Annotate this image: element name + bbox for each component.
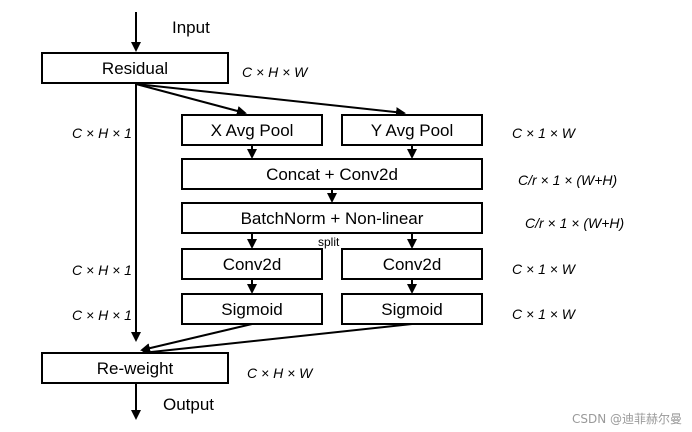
conv2d-left-label: Conv2d [223,255,282,274]
concat-dim: C/r × 1 × (W+H) [518,172,617,188]
x-pool-dim: C × H × 1 [72,125,132,141]
batchnorm-label: BatchNorm + Non-linear [241,209,424,228]
sigmoid-right-dim: C × 1 × W [512,306,577,322]
conv2d-right-box [341,248,483,280]
reweight-dim: C × H × W [247,365,314,381]
input-label: Input [172,18,210,37]
sigmoid-left-dim: C × H × 1 [72,307,132,323]
batchnorm-box [181,202,483,234]
split-label: split [318,235,340,249]
x-avg-pool-label: X Avg Pool [211,121,294,140]
reweight-box [41,352,229,384]
sigmoid-left-label: Sigmoid [221,300,282,319]
batchnorm-dim: C/r × 1 × (W+H) [525,215,624,231]
residual-to-xpool-arrow [135,83,247,116]
conv2d-right-label: Conv2d [383,255,442,274]
reweight-label: Re-weight [97,359,174,378]
residual-dim: C × H × W [242,64,309,80]
watermark: CSDN @迪菲赫尔曼 [572,411,682,426]
y-pool-dim: C × 1 × W [512,125,577,141]
sigmoid-right-box [341,293,483,325]
sigmoid-left-to-reweight-arrow [140,323,253,354]
residual-box [41,52,229,84]
conv-right-dim: C × 1 × W [512,261,577,277]
residual-to-ypool-arrow [135,83,406,118]
output-label: Output [163,395,214,414]
sigmoid-right-label: Sigmoid [381,300,442,319]
y-avg-pool-box [341,114,483,146]
x-avg-pool-box [181,114,323,146]
concat-conv-label: Concat + Conv2d [266,165,398,184]
conv2d-left-box [181,248,323,280]
sigmoid-left-box [181,293,323,325]
y-avg-pool-label: Y Avg Pool [371,121,454,140]
conv-left-dim: C × H × 1 [72,262,132,278]
residual-label: Residual [102,59,168,78]
sigmoid-right-to-reweight-arrow [140,323,413,358]
